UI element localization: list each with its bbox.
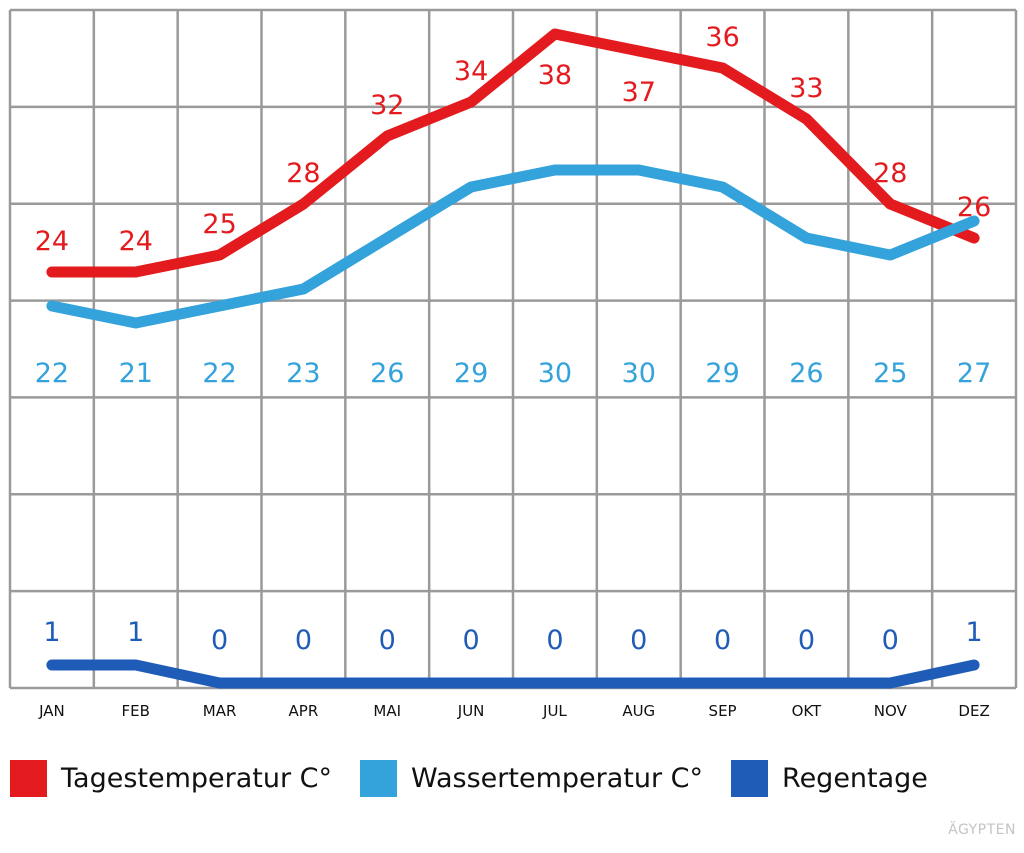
data-label-wassertemperatur: 27 bbox=[957, 358, 991, 389]
legend-item-wassertemperatur: Wassertemperatur C° bbox=[360, 760, 703, 797]
x-tick-label: JUN bbox=[457, 702, 485, 720]
data-label-wassertemperatur: 30 bbox=[622, 358, 656, 389]
data-label-tagestemperatur: 28 bbox=[286, 158, 320, 189]
legend-swatch-blue bbox=[731, 760, 769, 797]
x-tick-label: JUL bbox=[542, 702, 567, 720]
data-label-wassertemperatur: 26 bbox=[789, 358, 823, 389]
data-label-tagestemperatur: 37 bbox=[622, 77, 656, 108]
climate-chart: 24 24 25 28 32 34 38 37 36 33 28 26 22 21 22 23 26 29 30 30… bbox=[8, 8, 1018, 720]
data-label-tagestemperatur: 24 bbox=[35, 226, 69, 257]
series-line-tagestemperatur bbox=[46, 28, 980, 278]
data-label-tagestemperatur: 28 bbox=[873, 158, 907, 189]
data-label-regentage: 0 bbox=[630, 625, 647, 656]
x-tick-label: SEP bbox=[709, 702, 737, 720]
legend-label: Wassertemperatur C° bbox=[411, 763, 704, 794]
data-label-regentage: 1 bbox=[127, 617, 144, 648]
legend-item-tagestemperatur: Tagestemperatur C° bbox=[10, 760, 332, 797]
data-label-wassertemperatur: 30 bbox=[538, 358, 572, 389]
x-tick-label: NOV bbox=[874, 702, 908, 720]
x-tick-label: JAN bbox=[38, 702, 65, 720]
data-label-tagestemperatur: 36 bbox=[705, 22, 739, 53]
data-label-wassertemperatur: 26 bbox=[370, 358, 404, 389]
data-label-regentage: 0 bbox=[211, 625, 228, 656]
series-line-wassertemperatur bbox=[46, 164, 980, 329]
data-label-regentage: 1 bbox=[965, 617, 982, 648]
data-label-regentage: 0 bbox=[882, 625, 899, 656]
legend-item-regentage: Regentage bbox=[731, 760, 928, 797]
x-tick-label: DEZ bbox=[958, 702, 989, 720]
data-label-regentage: 0 bbox=[546, 625, 563, 656]
data-label-regentage: 0 bbox=[295, 625, 312, 656]
data-label-tagestemperatur: 38 bbox=[538, 60, 572, 91]
x-tick-label: MAR bbox=[203, 702, 237, 720]
data-label-wassertemperatur: 21 bbox=[119, 358, 153, 389]
data-label-tagestemperatur: 26 bbox=[957, 192, 991, 223]
data-label-tagestemperatur: 34 bbox=[454, 56, 488, 87]
data-label-tagestemperatur: 32 bbox=[370, 90, 404, 121]
x-tick-label: FEB bbox=[122, 702, 150, 720]
x-tick-label: AUG bbox=[622, 702, 655, 720]
data-label-wassertemperatur: 23 bbox=[286, 358, 320, 389]
data-label-wassertemperatur: 29 bbox=[454, 358, 488, 389]
watermark: ÄGYPTEN bbox=[948, 822, 1016, 838]
data-label-wassertemperatur: 22 bbox=[35, 358, 69, 389]
x-tick-label: OKT bbox=[792, 702, 822, 720]
series-line-regentage bbox=[46, 659, 980, 689]
legend-label: Regentage bbox=[782, 763, 928, 794]
legend-swatch-lightblue bbox=[360, 760, 398, 797]
x-tick-label: MAI bbox=[373, 702, 401, 720]
data-label-wassertemperatur: 22 bbox=[202, 358, 236, 389]
x-tick-label: APR bbox=[289, 702, 319, 720]
data-label-tagestemperatur: 25 bbox=[202, 209, 236, 240]
data-label-regentage: 0 bbox=[714, 625, 731, 656]
legend: Tagestemperatur C° Wassertemperatur C° R… bbox=[10, 760, 928, 797]
data-label-wassertemperatur: 29 bbox=[705, 358, 739, 389]
data-label-tagestemperatur: 24 bbox=[119, 226, 153, 257]
data-label-regentage: 0 bbox=[462, 625, 479, 656]
data-label-wassertemperatur: 25 bbox=[873, 358, 907, 389]
legend-swatch-red bbox=[10, 760, 47, 797]
data-label-regentage: 1 bbox=[43, 617, 60, 648]
legend-label: Tagestemperatur C° bbox=[61, 763, 333, 794]
data-label-regentage: 0 bbox=[798, 625, 815, 656]
data-label-regentage: 0 bbox=[379, 625, 396, 656]
data-label-tagestemperatur: 33 bbox=[789, 73, 823, 104]
